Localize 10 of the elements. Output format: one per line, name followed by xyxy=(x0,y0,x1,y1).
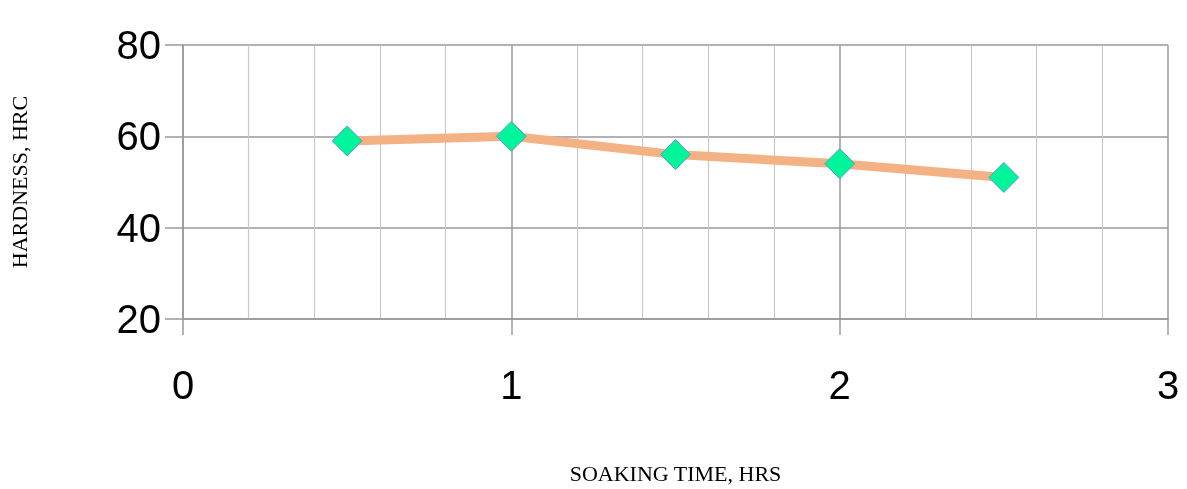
x-tick-label: 3 xyxy=(1156,363,1180,407)
y-tick-label: 60 xyxy=(116,114,161,159)
x-axis-title: SOAKING TIME, HRS xyxy=(569,460,782,486)
y-tick-label: 20 xyxy=(116,297,161,341)
y-tick-label: 80 xyxy=(116,23,161,67)
y-tick-label: 40 xyxy=(116,205,161,250)
x-tick-label: 1 xyxy=(500,363,523,407)
y-axis-title: HARDNESS, HRC xyxy=(6,95,32,269)
x-tick-label: 0 xyxy=(171,363,195,407)
x-tick-label: 2 xyxy=(828,363,851,407)
